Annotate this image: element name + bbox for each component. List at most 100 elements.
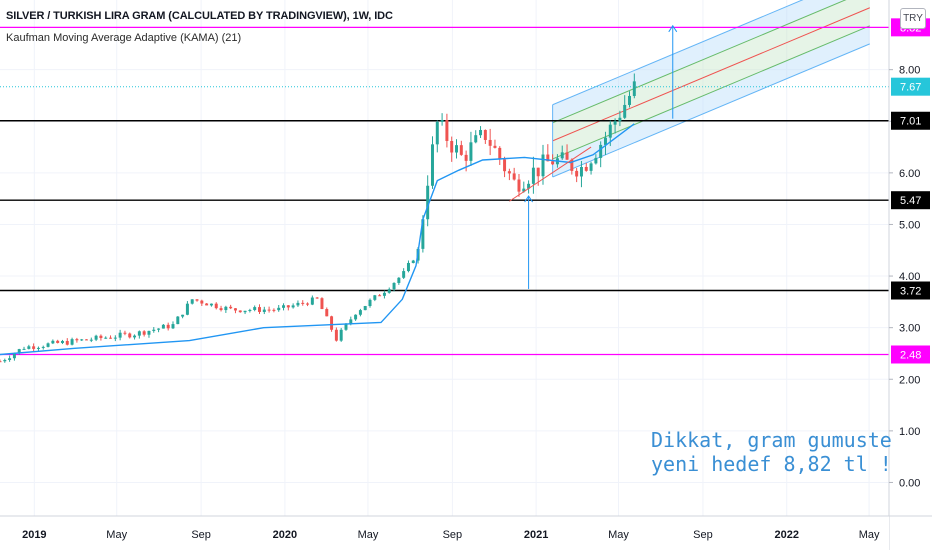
candle	[363, 305, 367, 311]
channel-line	[552, 0, 847, 124]
candle-body	[411, 260, 415, 263]
candle-body	[70, 339, 74, 345]
y-tick-label: 6.00	[899, 168, 920, 180]
candle	[628, 91, 631, 108]
candle-body	[488, 139, 492, 146]
candle-body	[373, 295, 377, 300]
candle	[507, 168, 511, 181]
channel-lower-band	[552, 25, 870, 177]
candle	[152, 327, 156, 333]
kama-line	[0, 123, 635, 356]
candle-body	[541, 154, 545, 177]
candles	[0, 73, 636, 363]
candle-body	[584, 166, 588, 171]
candle-body	[109, 337, 113, 339]
candle	[599, 141, 603, 168]
candle	[315, 297, 319, 299]
x-tick-label: Sep	[191, 529, 211, 541]
candle-body	[147, 330, 151, 335]
annotation-line-1: Dikkat, gram gumuste	[651, 428, 892, 452]
candle-body	[464, 154, 468, 161]
candle	[310, 295, 314, 306]
candle-body	[8, 358, 12, 360]
candle-body	[99, 335, 103, 339]
candle	[522, 181, 526, 193]
candle	[185, 301, 189, 316]
candle	[123, 330, 127, 336]
candle-body	[161, 324, 165, 329]
candle-body	[301, 302, 305, 304]
candle	[378, 294, 382, 297]
candle-body	[435, 121, 439, 145]
candle	[147, 330, 151, 338]
candle-body	[243, 310, 247, 313]
candle	[267, 306, 271, 313]
candle	[253, 305, 257, 312]
trend-segment	[509, 146, 592, 202]
candle-body	[599, 144, 603, 158]
y-tick-label: 3.00	[899, 323, 920, 335]
y-tick-label: 4.00	[899, 271, 920, 283]
candle-body	[623, 104, 627, 118]
candle-body	[166, 324, 170, 329]
candle-body	[608, 124, 612, 138]
candle	[229, 304, 233, 310]
candle-body	[354, 314, 358, 320]
candle-body	[406, 262, 410, 272]
candle	[94, 334, 98, 342]
candle	[469, 131, 473, 166]
candle	[579, 160, 583, 188]
x-tick-label: 2020	[273, 529, 297, 541]
candle	[589, 161, 593, 175]
candle-body	[306, 303, 310, 305]
candle-body	[22, 348, 26, 350]
candle-body	[152, 329, 156, 331]
candle	[166, 322, 170, 331]
candle-body	[142, 331, 146, 335]
level-tag-5.47-bg	[891, 191, 930, 210]
candle-body	[310, 297, 314, 305]
candle-body	[118, 332, 122, 338]
candle-body	[200, 300, 204, 304]
candle	[503, 156, 507, 178]
candle-body	[546, 154, 550, 162]
candle-body	[320, 298, 324, 310]
candle-body	[512, 173, 516, 180]
candle	[354, 314, 358, 321]
candle	[46, 342, 50, 348]
candle-body	[430, 144, 434, 186]
candle-body	[27, 346, 31, 349]
candle	[517, 173, 521, 197]
currency-button[interactable]: TRY	[900, 8, 926, 29]
candle	[402, 268, 406, 279]
annotation-line-2: yeni hedef 8,82 tl !	[651, 452, 892, 476]
candle-body	[209, 303, 213, 306]
candle	[258, 304, 261, 315]
candle	[330, 315, 334, 332]
candle-body	[51, 340, 55, 344]
candle	[358, 308, 362, 317]
candle-body	[565, 152, 569, 160]
candle	[406, 260, 410, 273]
candle	[570, 158, 574, 175]
candle	[301, 300, 305, 306]
candle-body	[296, 302, 300, 306]
candle-body	[137, 331, 141, 336]
candle	[373, 294, 377, 302]
indicator-legend[interactable]: Kaufman Moving Average Adaptive (KAMA) (…	[6, 32, 242, 44]
candle-body	[258, 307, 261, 312]
annotation-text: Dikkat, gram gumuste yeni hedef 8,82 tl …	[651, 428, 892, 476]
candle	[296, 300, 300, 307]
candle-body	[469, 142, 473, 161]
candle-body	[450, 140, 454, 153]
candle	[200, 299, 204, 306]
candle-body	[560, 152, 564, 159]
level-tag-3.72: 3.72	[900, 286, 921, 298]
candle-body	[330, 316, 334, 330]
candle-body	[368, 299, 372, 307]
candle	[488, 128, 492, 156]
candle	[32, 343, 36, 352]
candle-body	[0, 361, 2, 363]
candle-body	[440, 120, 444, 122]
